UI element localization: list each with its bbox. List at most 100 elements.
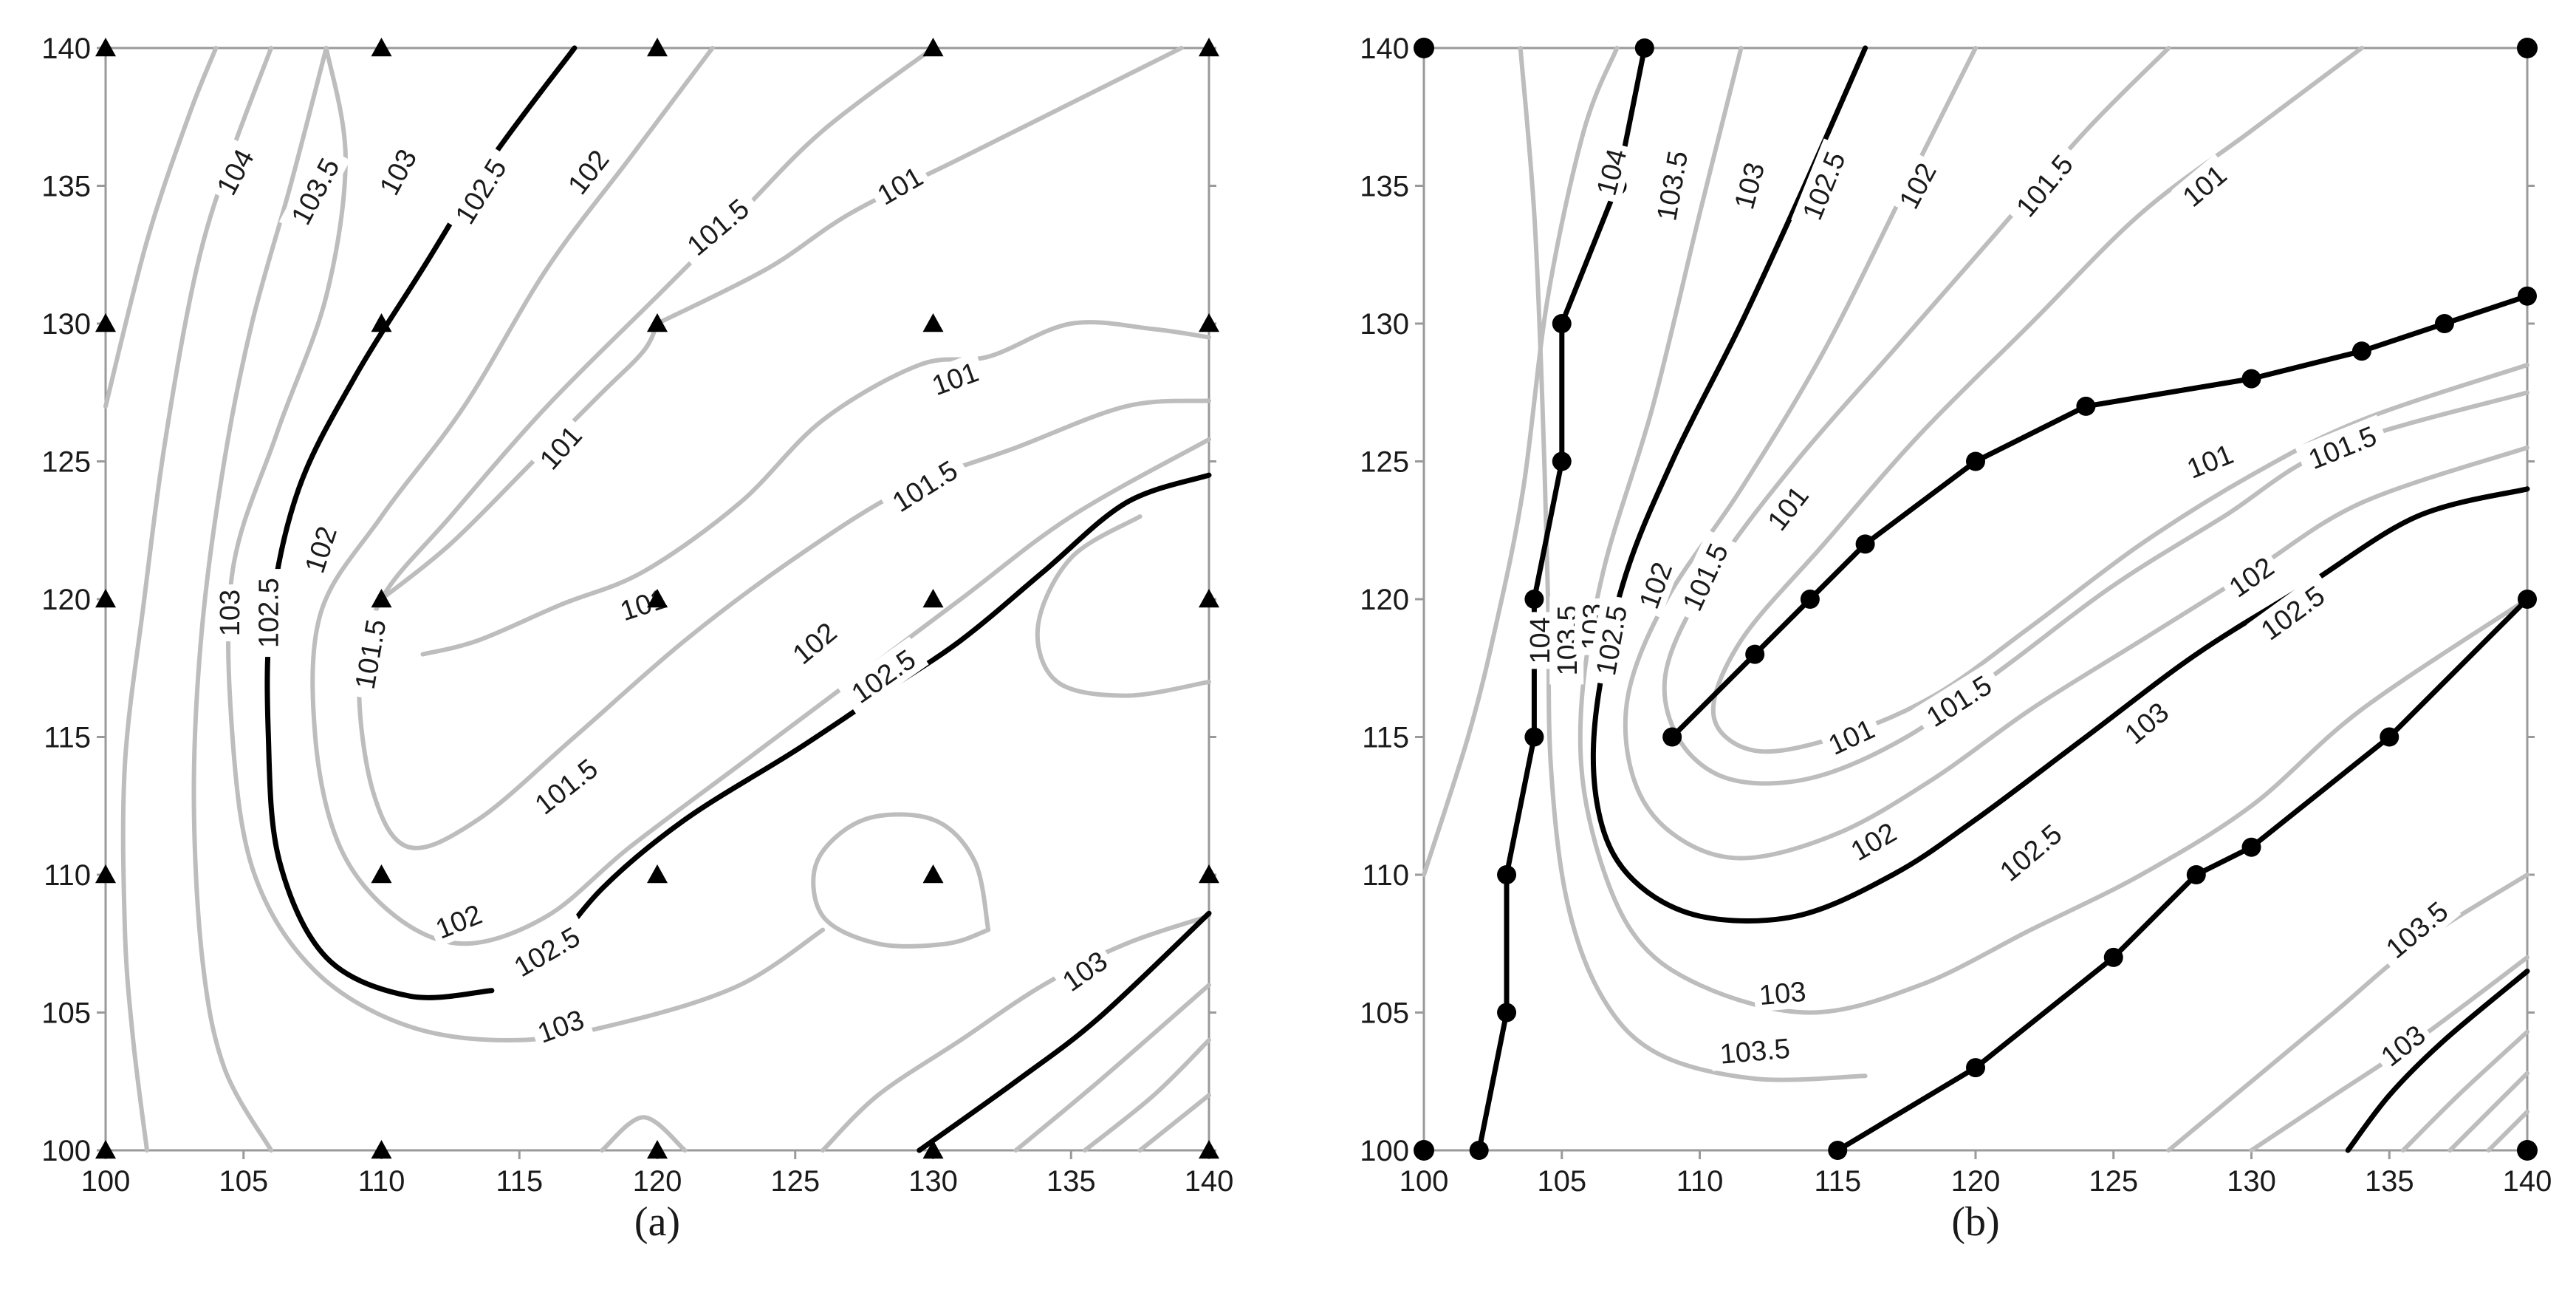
sample-marker [95, 1140, 116, 1159]
path-point [1800, 590, 1820, 609]
contour-label-bg [425, 894, 492, 948]
panel-label: (a) [634, 1199, 680, 1245]
contour-label: 101.5 [345, 607, 394, 701]
sample-marker [371, 589, 392, 608]
contour-label-text: 102 [1634, 559, 1679, 613]
path-point [2241, 369, 2261, 389]
contour-label-text: 103 [215, 590, 246, 636]
contour-label-text: 103 [534, 1005, 589, 1050]
contour-label: 103 [527, 1000, 594, 1052]
contour-label-bg [1756, 474, 1819, 541]
path-point [2351, 341, 2371, 361]
path-point [1966, 451, 1985, 471]
contour-label: 102 [556, 138, 619, 205]
contour-label-bg [1888, 152, 1946, 219]
sample-marker [95, 313, 116, 332]
path-point [2241, 837, 2261, 857]
y-tick-label: 120 [1360, 584, 1409, 616]
sample-marker [647, 1140, 668, 1159]
path-point [1634, 38, 1654, 58]
contour-line [226, 46, 826, 1042]
sample-marker [371, 864, 392, 884]
x-tick-label: 125 [770, 1165, 820, 1198]
contour-line [310, 46, 1211, 946]
sample-marker [647, 313, 668, 332]
contour-label: 102 [425, 894, 492, 948]
contour-label: 104 [1586, 140, 1635, 204]
sample-marker [371, 1140, 392, 1159]
contour-line [2345, 969, 2530, 1153]
y-tick-label: 140 [1360, 33, 1409, 65]
x-tick-label: 100 [81, 1165, 131, 1198]
contour-label-bg [2295, 414, 2390, 479]
sampling-path [1670, 293, 2529, 739]
contour-label-bg [521, 745, 612, 827]
panel-label: (b) [1951, 1199, 1999, 1245]
contour-label: 101 [2171, 154, 2237, 217]
contour-label: 103.5 [1647, 139, 1696, 232]
sample-marker [922, 589, 944, 608]
contour-line [1013, 983, 1211, 1153]
contour-label-bg [295, 516, 346, 582]
sample-marker [1414, 38, 1434, 58]
contour-label: 101 [2176, 434, 2243, 488]
contour-label-bg [2113, 691, 2179, 754]
panel-b: 100 105 110 115 120 125 130 135 140 100 105 110 115 1… [1360, 33, 2552, 1245]
path-point [1828, 1141, 1848, 1160]
x-tick-label: 130 [2227, 1165, 2276, 1198]
contour-label-text: 102.5 [846, 644, 922, 710]
y-tick-label: 135 [1360, 171, 1409, 203]
contour-line [1137, 1093, 1211, 1153]
sample-marker [922, 1140, 944, 1159]
contour-label: 102 [295, 516, 346, 582]
contour-label-bg [837, 636, 929, 715]
y-tick-label: 105 [41, 997, 91, 1030]
contour-label-bg [206, 138, 263, 205]
path-point [2380, 727, 2399, 747]
sample-marker [1199, 1140, 1219, 1159]
contour-line [1578, 46, 2529, 1015]
path-point [1469, 1141, 1489, 1160]
contour-label: 103.5 [1709, 1029, 1801, 1071]
contour-label-bg [345, 607, 394, 701]
contour-line [1035, 514, 1211, 698]
path-point [2518, 590, 2537, 609]
contour-line [103, 46, 219, 409]
contour-label: 102.5 [1791, 138, 1856, 233]
y-tick-label: 120 [41, 584, 91, 616]
y-tick-label: 115 [44, 722, 91, 754]
contour-label-bg [2218, 546, 2284, 607]
sample-marker [922, 38, 944, 57]
y-tick-label: 140 [41, 33, 91, 65]
x-tick-label: 125 [2089, 1165, 2138, 1198]
contour-label: 103.5 [2371, 887, 2462, 971]
contour-label-bg [442, 144, 518, 238]
contour-label-bg [1912, 663, 2005, 739]
contour-label-bg [1724, 154, 1772, 218]
sample-marker [1199, 589, 1219, 608]
contour-label: 102.5 [250, 569, 285, 658]
y-tick-label: 130 [41, 308, 91, 341]
path-point [1497, 865, 1517, 884]
contour-line [1710, 46, 2529, 754]
contour-label: 103 [212, 584, 247, 642]
contour-label-bg [2002, 140, 2086, 231]
contour-label: 101.5 [673, 185, 762, 268]
contour-label-bg [1818, 709, 1885, 764]
contour-line [600, 1115, 688, 1153]
sample-marker [371, 38, 392, 57]
path-point [1552, 451, 1572, 471]
y-tick-label: 135 [41, 171, 91, 203]
contour-label-text: 101.5 [530, 754, 604, 822]
contour-label: 102 [1840, 812, 1907, 870]
sample-marker [922, 864, 944, 884]
contour-label-bg [1586, 594, 1635, 687]
contour-line [420, 320, 1211, 657]
contour-line [191, 46, 329, 1153]
contour-label-bg [1521, 612, 1556, 669]
contour-label-bg [866, 156, 934, 214]
sample-marker [2517, 38, 2538, 58]
contour-label: 101 [611, 578, 676, 629]
x-tick-label: 135 [2365, 1165, 2414, 1198]
